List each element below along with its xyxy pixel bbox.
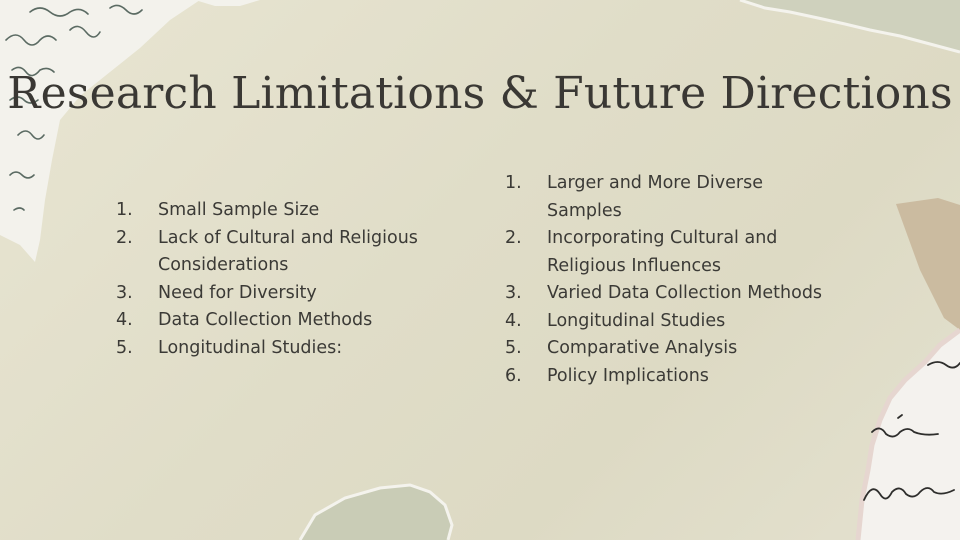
list-number: 1.	[116, 200, 133, 220]
handwritten-paper-right	[858, 330, 960, 540]
list-text: Data Collection Methods	[158, 310, 373, 330]
list-number: 5.	[505, 338, 522, 358]
handwriting-scribbles-top-left	[5, 4, 143, 211]
list-item: 3. Need for Diversity	[116, 280, 461, 308]
list-item: 1. Larger and More Diverse Samples	[505, 170, 825, 225]
handwriting-scribbles-right	[863, 361, 960, 501]
list-text: Comparative Analysis	[547, 338, 738, 358]
list-item: 5. Longitudinal Studies:	[116, 335, 461, 363]
list-item: 5. Comparative Analysis	[505, 335, 825, 363]
list-item: 2. Incorporating Cultural and Religious I…	[505, 225, 825, 280]
list-text: Larger and More Diverse Samples	[547, 173, 763, 221]
list-text: Need for Diversity	[158, 282, 317, 303]
limitations-list: 1. Small Sample Size 2. Lack of Cultural a…	[116, 197, 461, 362]
list-item: 6. Policy Implications	[505, 363, 825, 391]
list-text: Varied Data Collection Methods	[547, 283, 823, 303]
torn-edge-top	[195, 0, 260, 6]
list-text: Small Sample Size	[158, 200, 320, 220]
list-item: 4. Longitudinal Studies	[505, 308, 825, 336]
list-number: 2.	[116, 227, 133, 248]
list-number: 6.	[505, 365, 522, 386]
list-text: Lack of Cultural and Religious Considera…	[158, 227, 418, 276]
slide-title: Research Limitations & Future Directions	[7, 68, 953, 119]
list-text: Policy Implications	[547, 365, 709, 386]
list-number: 3.	[116, 282, 133, 303]
list-text: Longitudinal Studies	[547, 310, 726, 331]
list-text: Longitudinal Studies:	[158, 337, 343, 358]
future-directions-list: 1. Larger and More Diverse Samples 2. Inco…	[505, 170, 825, 390]
list-item: 3. Varied Data Collection Methods	[505, 280, 825, 308]
list-number: 2.	[505, 228, 522, 248]
tape-strip-right	[896, 198, 960, 330]
handwritten-paper-top-left	[0, 0, 200, 262]
list-text: Incorporating Cultural and Religious Inf…	[547, 228, 778, 276]
list-item: 2. Lack of Cultural and Religious Conside…	[116, 225, 461, 280]
list-number: 5.	[116, 337, 133, 358]
list-number: 1.	[505, 173, 522, 193]
list-item: 1. Small Sample Size	[116, 197, 461, 225]
list-number: 4.	[505, 310, 522, 331]
list-number: 4.	[116, 310, 133, 330]
sage-paper-bottom	[300, 485, 452, 540]
list-number: 3.	[505, 283, 522, 303]
list-item: 4. Data Collection Methods	[116, 307, 461, 335]
